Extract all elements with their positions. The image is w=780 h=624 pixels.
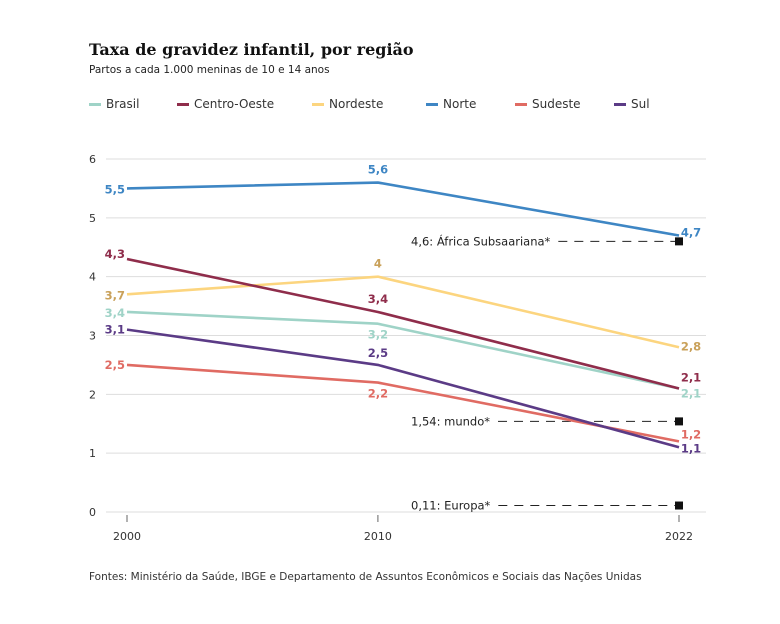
legend-label: Sudeste — [532, 97, 581, 111]
data-label-sudeste: 2,5 — [105, 358, 125, 372]
data-label-brasil: 2,1 — [681, 386, 701, 400]
legend-item-centro-oeste: Centro-Oeste — [177, 97, 312, 111]
source-note: Fontes: Ministério da Saúde, IBGE e Depa… — [89, 571, 642, 583]
y-tick-label: 3 — [89, 330, 96, 343]
data-label-centro-oeste: 4,3 — [105, 247, 125, 261]
chart-title: Taxa de gravidez infantil, por região — [89, 40, 414, 59]
legend-label: Norte — [443, 97, 477, 111]
data-label-sul: 1,1 — [681, 441, 701, 455]
series-line-centro-oeste — [126, 257, 680, 390]
data-label-sul: 3,1 — [105, 323, 125, 337]
legend-swatch — [312, 102, 324, 106]
legend-item-brasil: Brasil — [89, 97, 177, 111]
x-tick-label: 2022 — [665, 530, 693, 543]
x-tick-label: 2000 — [113, 530, 141, 543]
legend-item-norte: Norte — [426, 97, 515, 111]
legend-swatch — [89, 102, 101, 106]
reference-label: 1,54: mundo* — [411, 414, 490, 428]
legend-swatch — [426, 102, 438, 106]
series-line-brasil — [126, 310, 680, 390]
data-label-sul: 2,5 — [368, 346, 388, 360]
y-tick-label: 5 — [89, 212, 96, 225]
legend-swatch — [177, 102, 189, 106]
legend-item-nordeste: Nordeste — [312, 97, 426, 111]
data-label-nordeste: 4 — [374, 257, 382, 271]
y-tick-label: 4 — [89, 271, 96, 284]
legend-item-sudeste: Sudeste — [515, 97, 614, 111]
data-label-sudeste: 1,2 — [681, 427, 701, 441]
data-label-nordeste: 3,7 — [105, 288, 125, 302]
legend-label: Brasil — [106, 97, 140, 111]
y-tick-label: 1 — [89, 447, 96, 460]
data-label-brasil: 3,2 — [368, 328, 388, 342]
legend-swatch — [515, 102, 527, 106]
x-tick-label: 2010 — [364, 530, 392, 543]
legend-swatch — [614, 102, 626, 106]
data-label-norte: 5,6 — [368, 163, 388, 177]
data-label-centro-oeste: 3,4 — [368, 292, 388, 306]
series-line-sudeste — [126, 363, 680, 443]
reference-label: 0,11: Europa* — [411, 499, 491, 513]
series-line-sul — [126, 328, 680, 449]
reference-marker — [675, 417, 683, 426]
y-tick-label: 2 — [89, 388, 96, 401]
reference-marker — [675, 501, 683, 510]
legend: Brasil Centro-Oeste Nordeste Norte Sudeste Su… — [89, 97, 674, 111]
data-label-brasil: 3,4 — [105, 306, 125, 320]
data-label-norte: 5,5 — [105, 182, 125, 196]
series-line-nordeste — [126, 275, 680, 349]
reference-label: 4,6: África Subsaariana* — [411, 233, 551, 248]
data-label-norte: 4,7 — [681, 225, 701, 239]
legend-label: Nordeste — [329, 97, 384, 111]
data-label-centro-oeste: 2,1 — [681, 370, 701, 384]
legend-label: Sul — [631, 97, 650, 111]
y-tick-label: 0 — [89, 506, 96, 519]
reference-marker — [675, 237, 683, 246]
data-label-nordeste: 2,8 — [681, 339, 701, 353]
legend-item-sul: Sul — [614, 97, 674, 111]
chart-subtitle: Partos a cada 1.000 meninas de 10 e 14 a… — [89, 64, 330, 76]
legend-label: Centro-Oeste — [194, 97, 275, 111]
series-line-norte — [126, 181, 680, 237]
y-tick-label: 6 — [89, 153, 96, 166]
data-label-sudeste: 2,2 — [368, 387, 388, 401]
